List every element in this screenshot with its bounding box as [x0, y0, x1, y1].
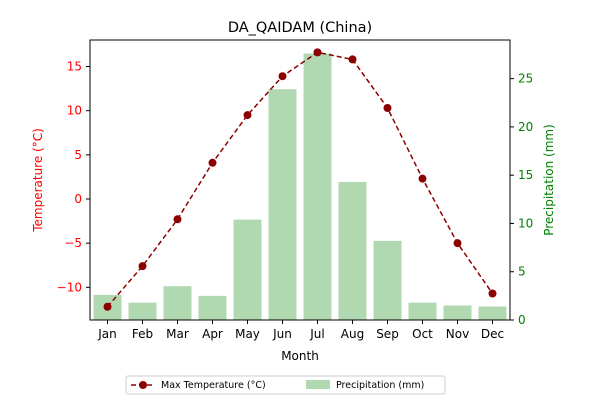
- temperature-point-sep: [383, 104, 392, 113]
- x-tick-label: May: [235, 327, 260, 341]
- x-axis-label: Month: [281, 349, 319, 363]
- precipitation-bar-aug: [338, 181, 367, 320]
- legend-label-temperature: Max Temperature (°C): [161, 380, 266, 391]
- temperature-point-oct: [418, 174, 427, 183]
- left-y-tick-label: −5: [64, 236, 82, 250]
- legend-marker-swatch: [139, 381, 147, 389]
- precipitation-bar-feb: [128, 302, 157, 320]
- temperature-series-line: [106, 51, 494, 308]
- x-tick-label: Apr: [202, 327, 223, 341]
- x-tick-label: Jan: [97, 327, 117, 341]
- right-y-tick-label: 15: [518, 168, 533, 182]
- right-y-tick-label: 5: [518, 265, 526, 279]
- right-axis-label: Precipitation (mm): [542, 124, 556, 236]
- temperature-point-dec: [488, 289, 497, 298]
- left-y-tick-label: 15: [67, 59, 82, 73]
- precipitation-bar-apr: [198, 295, 227, 320]
- x-tick-label: Feb: [132, 327, 153, 341]
- precipitation-bar-may: [233, 219, 262, 320]
- precipitation-bar-jun: [268, 89, 297, 320]
- right-y-tick-label: 0: [518, 313, 526, 327]
- precipitation-bar-jul: [303, 53, 332, 320]
- left-y-tick-label: 10: [67, 104, 82, 118]
- left-axis-label: Temperature (°C): [31, 128, 45, 233]
- right-y-tick-label: 10: [518, 216, 533, 230]
- chart-title: DA_QAIDAM (China): [228, 20, 372, 36]
- temperature-point-jan: [103, 302, 112, 311]
- left-y-tick-label: 5: [74, 148, 82, 162]
- precipitation-bar-oct: [408, 302, 437, 320]
- temperature-point-jul: [313, 48, 322, 57]
- x-tick-label: Oct: [412, 327, 433, 341]
- legend-label-precipitation: Precipitation (mm): [336, 380, 424, 391]
- temperature-point-feb: [138, 262, 147, 271]
- legend: Max Temperature (°C) Precipitation (mm): [125, 375, 446, 395]
- temperature-point-mar: [173, 215, 182, 224]
- legend-box: [125, 375, 446, 395]
- right-y-tick-label: 25: [518, 72, 533, 86]
- temperature-point-apr: [208, 158, 217, 167]
- precipitation-bar-dec: [478, 306, 507, 320]
- left-y-tick-label: −10: [57, 280, 82, 294]
- temperature-point-may: [243, 111, 252, 120]
- legend-bar-swatch: [306, 380, 330, 389]
- axes: Jan Feb Mar Apr May Jun Jul Aug Sep Oct Nov Dec −10 −…: [57, 39, 533, 341]
- x-tick-label: Nov: [446, 327, 469, 341]
- x-tick-label: Jul: [309, 327, 324, 341]
- temperature-point-nov: [453, 239, 462, 248]
- precipitation-bar-nov: [443, 305, 472, 320]
- x-tick-label: Sep: [376, 327, 399, 341]
- right-y-tick-label: 20: [518, 120, 533, 134]
- temperature-point-aug: [348, 55, 357, 64]
- plot-frame: [89, 39, 511, 321]
- x-tick-label: Dec: [481, 327, 504, 341]
- temperature-line: [103, 48, 497, 311]
- temperature-point-jun: [278, 72, 287, 81]
- left-y-tick-label: 0: [74, 192, 82, 206]
- x-tick-label: Jun: [272, 327, 292, 341]
- x-tick-label: Aug: [341, 327, 364, 341]
- precipitation-bars: [93, 53, 507, 320]
- x-tick-label: Mar: [166, 327, 189, 341]
- precipitation-bar-mar: [163, 286, 192, 320]
- precipitation-bar-sep: [373, 240, 402, 320]
